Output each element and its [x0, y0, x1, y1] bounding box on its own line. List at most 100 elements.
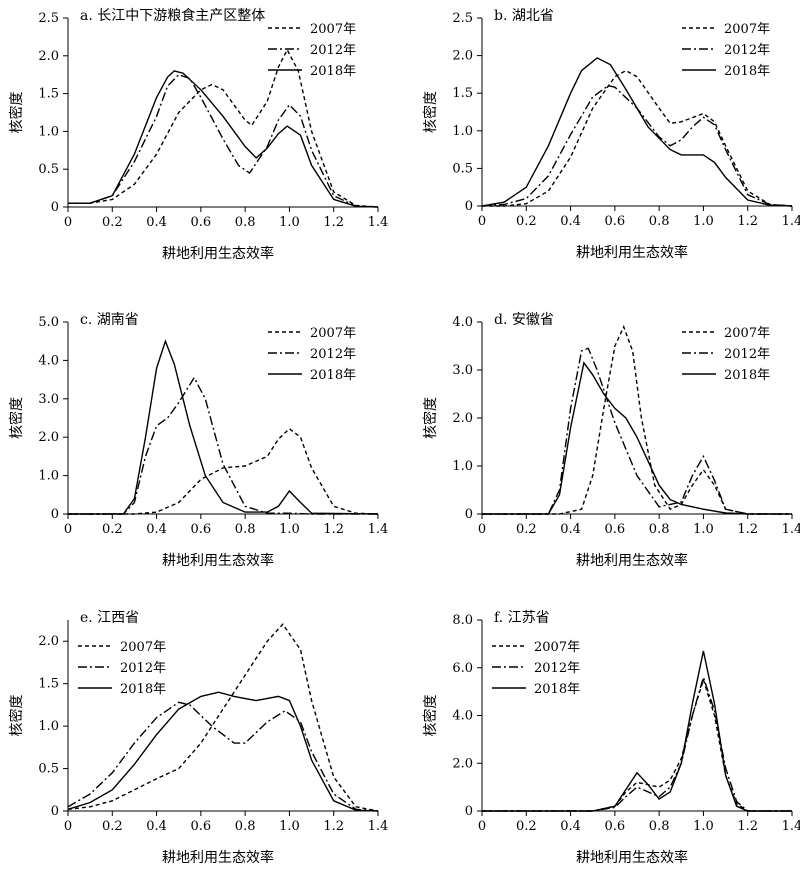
y-axis-title: 核密度	[8, 397, 25, 439]
y-tick-label: 1.0	[38, 719, 59, 734]
series-line-2012年	[481, 84, 793, 207]
x-tick-label: 0.2	[102, 819, 123, 834]
y-axis-title: 核密度	[8, 92, 25, 134]
series-line-2007年	[68, 48, 379, 208]
y-tick-label: 0.5	[38, 762, 59, 777]
y-tick-label: 1.5	[38, 87, 59, 102]
y-tick-label: 2.0	[38, 49, 59, 64]
legend-label: 2012年	[120, 661, 166, 676]
x-tick-label: 1.0	[279, 215, 300, 230]
x-tick-label: 1.2	[323, 215, 344, 230]
series-line-2012年	[482, 674, 792, 812]
series-line-2018年	[481, 57, 793, 207]
x-tick-label: 1.2	[737, 819, 758, 834]
y-tick-label: 0	[51, 507, 59, 522]
legend-label: 2007年	[534, 640, 580, 655]
panel-title: b. 湖北省	[494, 8, 554, 24]
x-tick-label: 1.4	[782, 214, 800, 229]
x-tick-label: 0.4	[560, 522, 581, 537]
x-tick-label: 1.4	[368, 215, 389, 230]
y-tick-label: 1.0	[38, 469, 59, 484]
y-tick-label: 6.0	[452, 661, 473, 676]
y-tick-label: 1.5	[452, 86, 473, 101]
y-axis-title: 核密度	[8, 695, 25, 737]
x-tick-label: 0	[478, 522, 486, 537]
x-tick-label: 1.0	[693, 819, 714, 834]
legend-label: 2007年	[120, 640, 166, 655]
x-axis-title: 耕地利用生态效率	[576, 552, 688, 569]
panel-title: d. 安徽省	[494, 312, 554, 328]
x-tick-label: 0.2	[102, 522, 123, 537]
legend-label: 2007年	[310, 22, 356, 37]
y-tick-label: 1.0	[452, 124, 473, 139]
axis-lines	[67, 620, 378, 812]
panel-4: 0 0.2 0.4 0.6 0.8 1.0 1.2 1.4 0 1.0 2.0 3.0 4.0 耕地利用生…	[422, 312, 800, 569]
series-line-2012年	[68, 376, 378, 515]
x-tick-label: 0.6	[191, 215, 212, 230]
y-tick-label: 0	[465, 804, 473, 819]
legend-label: 2012年	[310, 347, 356, 362]
x-axis-title: 耕地利用生态效率	[162, 245, 274, 262]
series-line-2007年	[67, 623, 379, 812]
legend-label: 2007年	[724, 326, 770, 341]
series-line-2018年	[482, 361, 792, 515]
x-tick-label: 0	[64, 522, 72, 537]
legend-label: 2018年	[310, 368, 356, 383]
y-tick-label: 2.0	[452, 756, 473, 771]
x-tick-label: 1.2	[323, 522, 344, 537]
x-tick-label: 1.4	[368, 819, 389, 834]
series-line-2012年	[68, 73, 379, 208]
x-tick-label: 1.2	[323, 819, 344, 834]
series-line-2012年	[67, 701, 379, 812]
x-tick-label: 1.4	[782, 819, 800, 834]
panel-3: 0 0.2 0.4 0.6 0.8 1.0 1.2 1.4 0 1.0 2.0 3.0 4.0 5.0 耕地…	[8, 312, 388, 569]
y-axis-title: 核密度	[422, 91, 439, 133]
y-tick-label: 2.0	[452, 49, 473, 64]
legend-label: 2012年	[534, 661, 580, 676]
x-tick-label: 1.0	[693, 214, 714, 229]
x-tick-label: 0.6	[191, 522, 212, 537]
y-tick-label: 0.5	[38, 162, 59, 177]
x-tick-label: 0	[64, 215, 72, 230]
x-tick-label: 0.8	[235, 819, 256, 834]
x-tick-label: 0.4	[560, 214, 581, 229]
y-tick-label: 1.5	[38, 677, 59, 692]
legend-label: 2018年	[120, 682, 166, 697]
x-tick-label: 0.4	[560, 819, 581, 834]
x-tick-label: 0.4	[146, 819, 167, 834]
y-tick-label: 2.0	[38, 634, 59, 649]
x-tick-label: 0.8	[649, 214, 670, 229]
series-line-2007年	[482, 677, 792, 812]
x-axis-title: 耕地利用生态效率	[162, 552, 274, 569]
y-tick-label: 0.5	[452, 161, 473, 176]
axis-lines	[481, 620, 792, 812]
y-tick-label: 4.0	[452, 709, 473, 724]
y-tick-label: 1.0	[452, 459, 473, 474]
series-line-2007年	[482, 324, 792, 515]
x-tick-label: 1.4	[782, 522, 800, 537]
panel-6: 0 0.2 0.4 0.6 0.8 1.0 1.2 1.4 0 2.0 4.0 6.0 8.0 耕地利用生…	[422, 610, 800, 866]
y-axis-title: 核密度	[422, 397, 439, 439]
y-tick-label: 2.5	[452, 11, 473, 26]
x-tick-label: 0.2	[516, 522, 537, 537]
y-tick-label: 2.0	[38, 430, 59, 445]
x-tick-label: 1.0	[279, 522, 300, 537]
y-tick-label: 1.0	[38, 124, 59, 139]
y-tick-label: 5.0	[38, 315, 59, 330]
panel-title: c. 湖南省	[80, 312, 139, 328]
series-line-2012年	[482, 347, 792, 515]
panel-1: 0 0.2 0.4 0.6 0.8 1.0 1.2 1.4 0 0.5 1.0 1.5 2.0 2.5 耕地…	[8, 7, 388, 262]
series-line-2007年	[68, 427, 379, 515]
y-tick-label: 2.0	[452, 411, 473, 426]
x-axis-title: 耕地利用生态效率	[162, 849, 274, 866]
x-tick-label: 0.2	[516, 819, 537, 834]
x-tick-label: 0.4	[146, 215, 167, 230]
y-tick-label: 0	[465, 507, 473, 522]
x-tick-label: 0.8	[649, 819, 670, 834]
x-tick-label: 0.8	[235, 215, 256, 230]
y-tick-label: 8.0	[452, 613, 473, 628]
legend-label: 2012年	[724, 347, 770, 362]
x-tick-label: 0.2	[102, 215, 123, 230]
y-tick-label: 0	[51, 804, 59, 819]
x-tick-label: 0.2	[516, 214, 537, 229]
